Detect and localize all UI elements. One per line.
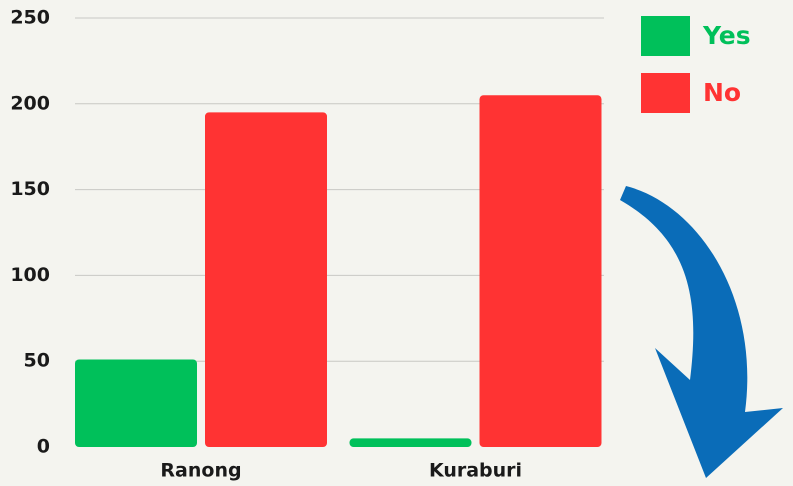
bar <box>349 438 472 447</box>
x-tick-label: Ranong <box>160 460 241 482</box>
bar <box>205 112 327 447</box>
y-tick-label: 150 <box>10 178 50 200</box>
y-tick-label: 100 <box>10 264 50 286</box>
legend-label: No <box>703 78 741 107</box>
x-tick-label: Kuraburi <box>429 460 522 482</box>
y-tick-label: 50 <box>24 350 50 372</box>
bar <box>75 359 197 447</box>
y-tick-label: 0 <box>37 436 50 458</box>
legend-label: Yes <box>702 21 751 50</box>
y-tick-label: 200 <box>10 92 50 114</box>
legend-swatch <box>641 73 690 113</box>
decorative-arrow <box>620 186 783 478</box>
bar <box>479 95 602 447</box>
legend-swatch <box>641 16 690 56</box>
y-tick-label: 250 <box>10 7 50 29</box>
